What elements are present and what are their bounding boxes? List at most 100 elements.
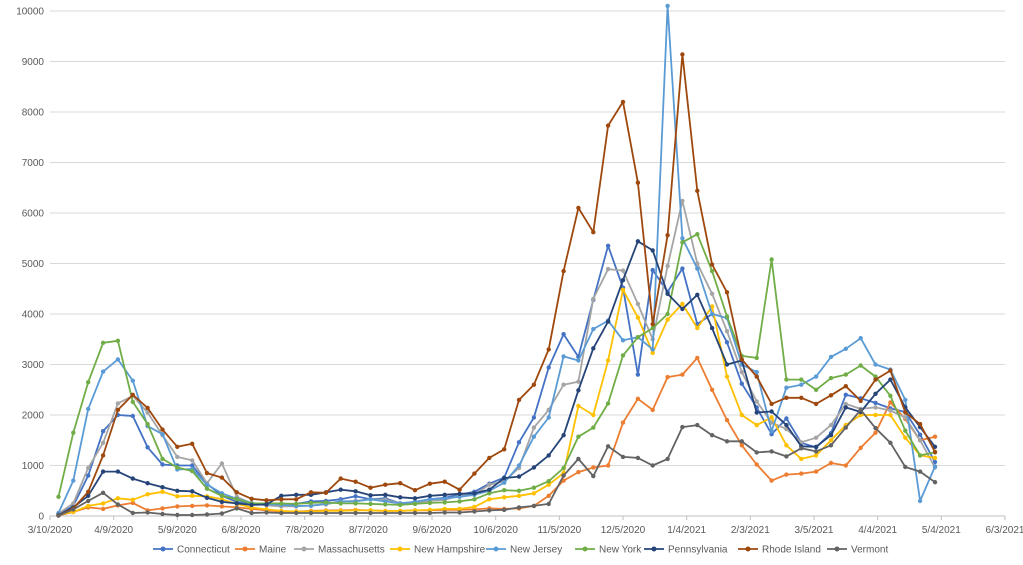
data-point-connecticut — [739, 381, 744, 386]
data-point-pennsylvania — [249, 502, 254, 508]
data-point-new-york — [294, 501, 299, 507]
data-point-pennsylvania — [160, 485, 165, 490]
y-tick-label: 6000 — [22, 209, 45, 220]
data-point-new-york — [620, 353, 626, 358]
y-tick-label: 7000 — [22, 158, 45, 169]
data-point-vermont — [487, 508, 492, 513]
x-tick-label: 6/8/2020 — [222, 525, 261, 536]
data-point-rhode-island — [234, 490, 239, 495]
data-point-rhode-island — [546, 347, 551, 352]
data-point-rhode-island — [917, 421, 923, 427]
data-point-new-york — [487, 491, 492, 496]
data-point-pennsylvania — [264, 502, 269, 507]
data-point-massachusetts — [843, 401, 848, 407]
data-point-new-york — [724, 314, 730, 319]
data-point-new-hampshire — [680, 301, 685, 307]
data-point-pennsylvania — [86, 493, 91, 498]
legend-label: Massachusetts — [318, 545, 385, 556]
data-point-vermont — [145, 510, 150, 515]
data-point-rhode-island — [204, 470, 210, 476]
data-point-massachusetts — [888, 408, 893, 413]
data-point-pennsylvania — [769, 409, 774, 414]
x-tick-labels: 3/10/2020 4/9/2020 5/9/2020 6/8/2020 7/8/202… — [28, 525, 1023, 536]
data-point-new-hampshire — [427, 507, 433, 513]
legend-swatch-marker — [745, 546, 751, 552]
data-point-pennsylvania — [487, 487, 492, 492]
data-point-new-jersey — [799, 382, 804, 387]
data-point-massachusetts — [635, 301, 641, 307]
series-new-york — [56, 232, 938, 508]
gridlines — [50, 10, 1005, 466]
data-point-new-jersey — [858, 336, 863, 341]
data-point-pennsylvania — [561, 433, 566, 438]
data-point-new-hampshire — [160, 489, 165, 494]
data-point-vermont — [680, 424, 685, 430]
data-point-new-york — [457, 499, 462, 504]
data-point-connecticut — [873, 400, 878, 406]
data-point-new-jersey — [932, 464, 938, 469]
data-point-vermont — [695, 422, 700, 428]
data-point-vermont — [828, 443, 834, 448]
data-point-new-york — [531, 485, 537, 490]
data-point-new-jersey — [813, 374, 819, 379]
data-point-new-hampshire — [576, 403, 581, 409]
data-point-vermont — [353, 510, 358, 516]
data-point-new-york — [561, 465, 566, 471]
data-point-rhode-island — [457, 487, 462, 492]
data-point-rhode-island — [323, 490, 329, 495]
data-point-new-york — [903, 428, 908, 433]
data-point-new-hampshire — [591, 412, 596, 418]
data-point-new-hampshire — [86, 503, 91, 509]
data-point-new-jersey — [917, 498, 923, 504]
data-point-maine — [576, 469, 581, 475]
data-point-maine — [769, 478, 774, 483]
data-point-rhode-island — [739, 357, 744, 362]
data-point-rhode-island — [843, 384, 848, 389]
data-point-maine — [813, 469, 819, 474]
data-point-rhode-island — [724, 290, 730, 295]
data-point-pennsylvania — [591, 346, 596, 351]
data-point-maine — [130, 500, 135, 506]
data-point-pennsylvania — [427, 493, 433, 498]
data-point-new-york — [86, 380, 91, 385]
data-point-new-hampshire — [145, 492, 150, 497]
data-point-massachusetts — [591, 296, 596, 302]
data-point-pennsylvania — [650, 248, 655, 253]
data-point-pennsylvania — [219, 499, 225, 505]
data-point-new-hampshire — [190, 493, 195, 498]
data-point-connecticut — [546, 365, 551, 370]
data-point-vermont — [576, 456, 581, 462]
series-line-pennsylvania — [58, 240, 936, 516]
data-point-new-jersey — [531, 434, 537, 439]
data-point-rhode-island — [754, 374, 759, 379]
data-point-vermont — [175, 512, 180, 518]
data-point-vermont — [219, 511, 225, 516]
data-point-new-york — [858, 363, 863, 368]
data-point-rhode-island — [130, 392, 135, 397]
data-point-vermont — [249, 510, 254, 516]
data-point-vermont — [502, 507, 507, 513]
data-point-new-york — [219, 493, 225, 498]
data-point-new-jersey — [873, 362, 878, 367]
legend-item-connecticut: Connecticut — [153, 545, 230, 556]
data-point-new-york — [695, 232, 700, 237]
data-point-pennsylvania — [145, 481, 150, 486]
data-point-maine — [100, 506, 106, 512]
data-point-connecticut — [160, 462, 165, 467]
data-point-new-york — [56, 494, 61, 499]
data-point-rhode-island — [784, 395, 789, 400]
data-point-vermont — [784, 454, 789, 459]
data-point-vermont — [754, 450, 759, 455]
series-vermont — [56, 407, 938, 518]
data-point-new-hampshire — [873, 412, 878, 418]
data-point-new-jersey — [86, 406, 91, 412]
series-line-new-jersey — [57, 5, 936, 514]
data-point-maine — [724, 417, 730, 423]
data-point-rhode-island — [769, 401, 774, 407]
data-point-new-hampshire — [888, 412, 893, 418]
data-point-rhode-island — [502, 447, 507, 452]
x-tick-label: 5/4/2021 — [922, 525, 961, 536]
data-point-new-hampshire — [487, 497, 492, 502]
